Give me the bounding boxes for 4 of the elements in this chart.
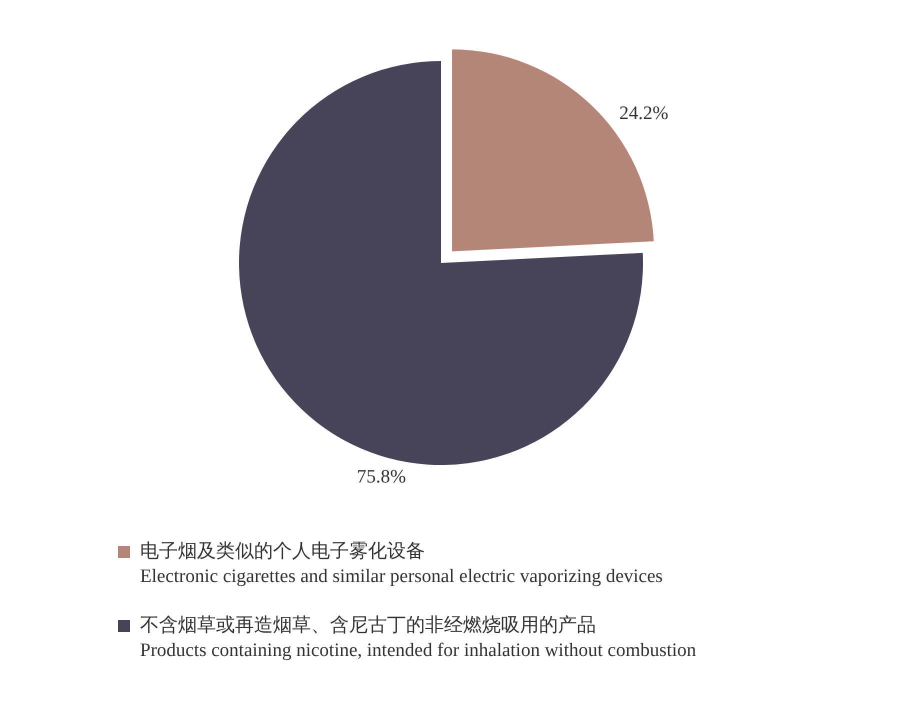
legend-label: 不含烟草或再造烟草、含尼古丁的非经燃烧吸用的产品 Products containing nicotine, intended for inhalation without combustion bbox=[140, 613, 696, 663]
legend-label: 电子烟及类似的个人电子雾化设备 Electronic cigarettes and similar personal electric vaporizing devices bbox=[140, 539, 663, 589]
data-label: 75.8% bbox=[356, 466, 406, 488]
data-label: 24.2% bbox=[619, 102, 668, 124]
